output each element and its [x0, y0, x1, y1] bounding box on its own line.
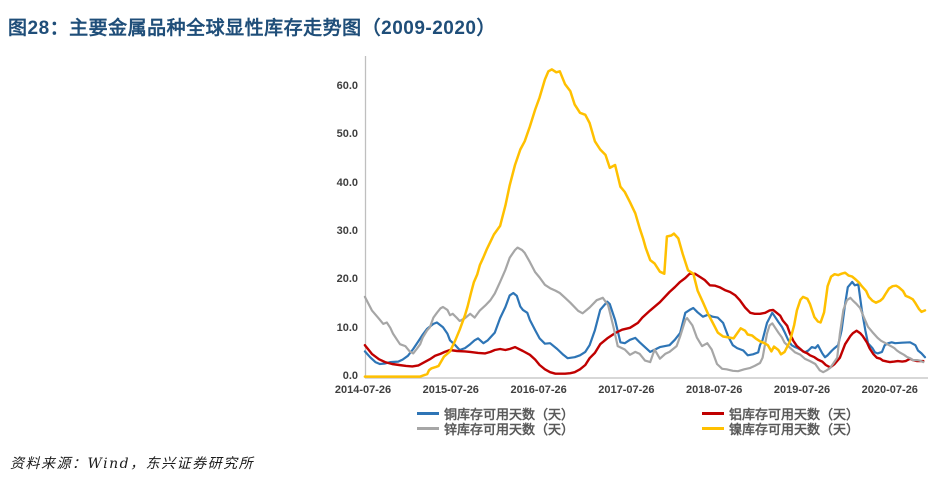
legend-line-swatch	[702, 427, 724, 430]
legend-item-3: 锌库存可用天数（天）	[417, 421, 702, 437]
legend-label: 镍库存可用天数（天）	[729, 422, 860, 437]
legend-item-1: 铜库存可用天数（天）	[417, 406, 702, 422]
legend-item-4: 镍库存可用天数（天）	[702, 421, 932, 437]
chart-legend-row-1: 铜库存可用天数（天） 铝库存可用天数（天）	[417, 406, 932, 422]
x-tick-label: 2020-07-26	[861, 384, 918, 396]
legend-item-2: 铝库存可用天数（天）	[702, 406, 932, 422]
x-tick-label: 2016-07-26	[510, 384, 567, 396]
x-tick-label: 2015-07-26	[422, 384, 479, 396]
y-tick-label: 10.0	[336, 321, 358, 334]
series-line-2	[363, 272, 925, 375]
y-tick-label: 0.0	[342, 370, 358, 382]
legend-line-swatch	[417, 427, 439, 430]
source-note: 资料来源：Wind，东兴证券研究所	[10, 456, 255, 472]
series-line-1	[363, 280, 927, 366]
x-tick-label: 2017-07-26	[598, 384, 655, 396]
series-line-4	[363, 68, 927, 378]
y-tick-label: 60.0	[336, 80, 358, 93]
y-tick-label: 20.0	[336, 273, 358, 286]
x-tick-label: 2019-07-26	[773, 384, 831, 396]
legend-label: 铜库存可用天数（天）	[444, 407, 575, 422]
legend-label: 铝库存可用天数（天）	[729, 407, 860, 422]
chart-series-group	[363, 68, 927, 378]
legend-line-swatch	[417, 412, 439, 415]
x-tick-label: 2014-07-26	[334, 384, 392, 396]
legend-line-swatch	[702, 412, 724, 415]
figure-title: 图28：主要金属品种全球显性库存走势图（2009-2020）	[8, 18, 496, 39]
y-tick-label: 30.0	[336, 225, 358, 237]
y-tick-label: 40.0	[336, 176, 358, 189]
legend-label: 锌库存可用天数（天）	[444, 422, 575, 437]
series-line-3	[363, 246, 925, 374]
chart-legend-row-2: 锌库存可用天数（天） 镍库存可用天数（天）	[417, 421, 932, 437]
x-tick-label: 2018-07-26	[686, 384, 743, 396]
y-tick-label: 50.0	[336, 128, 358, 141]
